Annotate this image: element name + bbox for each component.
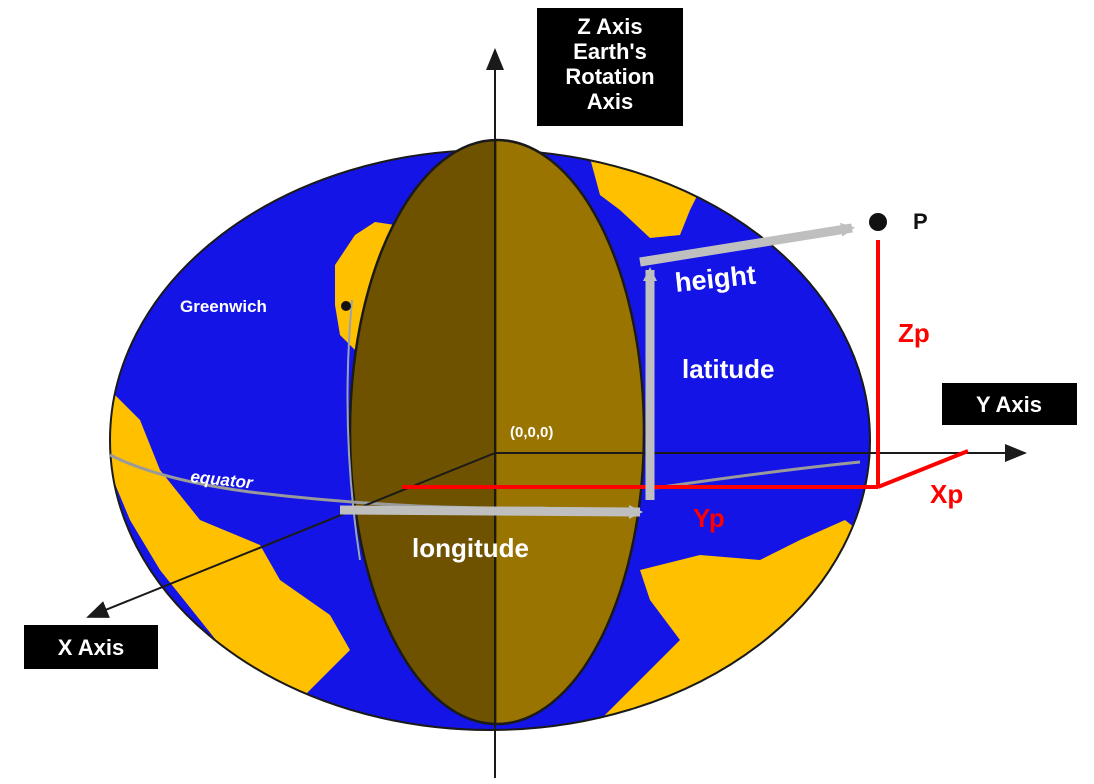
y-axis-label: Y Axis (976, 392, 1042, 417)
latitude-label: latitude (682, 354, 774, 384)
point-p-label: P (913, 209, 928, 234)
z-axis-label-line4: Axis (587, 89, 633, 114)
yp-label: Yp (693, 503, 725, 533)
z-axis-label-line1: Z Axis (577, 14, 642, 39)
continent-west (110, 390, 350, 700)
origin-label: (0,0,0) (510, 424, 553, 441)
z-axis-label-line3: Rotation (565, 64, 654, 89)
continents (110, 152, 870, 730)
xp-line (877, 449, 969, 489)
xp-label: Xp (930, 479, 963, 509)
continent-southeast (600, 520, 870, 730)
longitude-label: longitude (412, 533, 529, 563)
longitude-arrow (339, 504, 643, 519)
coordinate-lines (402, 240, 969, 489)
meridian-plane-outline (348, 138, 646, 726)
angle-arrows (339, 222, 855, 519)
point-p-marker (869, 213, 887, 231)
z-axis-label-box: Z Axis Earth's Rotation Axis (537, 8, 683, 126)
y-axis-label-box: Y Axis (942, 383, 1077, 425)
height-arrow (639, 222, 855, 267)
x-axis-label: X Axis (58, 635, 124, 660)
greenwich-meridian (346, 299, 361, 561)
x-axis-line (86, 452, 496, 618)
greenwich-marker (341, 301, 351, 311)
z-axis-label-line2: Earth's (573, 39, 647, 64)
x-axis-label-box: X Axis (24, 625, 158, 669)
greenwich-label: Greenwich (180, 297, 267, 316)
equator-line-right (654, 460, 861, 490)
zp-label: Zp (898, 318, 930, 348)
